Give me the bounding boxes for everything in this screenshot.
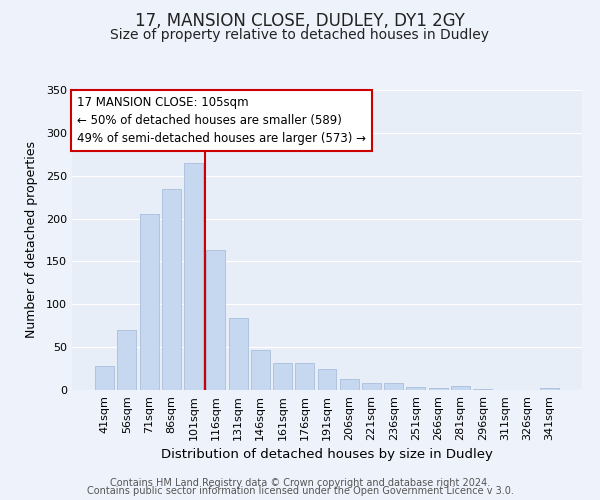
- Bar: [229, 318, 248, 390]
- Bar: [140, 214, 158, 390]
- Bar: [95, 366, 114, 390]
- Bar: [451, 386, 470, 390]
- Text: 17 MANSION CLOSE: 105sqm
← 50% of detached houses are smaller (589)
49% of semi-: 17 MANSION CLOSE: 105sqm ← 50% of detach…: [77, 96, 366, 145]
- Bar: [118, 330, 136, 390]
- Bar: [384, 383, 403, 390]
- Bar: [540, 388, 559, 390]
- Y-axis label: Number of detached properties: Number of detached properties: [25, 142, 38, 338]
- Bar: [473, 389, 492, 390]
- X-axis label: Distribution of detached houses by size in Dudley: Distribution of detached houses by size …: [161, 448, 493, 461]
- Text: 17, MANSION CLOSE, DUDLEY, DY1 2GY: 17, MANSION CLOSE, DUDLEY, DY1 2GY: [135, 12, 465, 30]
- Bar: [162, 190, 181, 390]
- Bar: [184, 163, 203, 390]
- Text: Contains public sector information licensed under the Open Government Licence v : Contains public sector information licen…: [86, 486, 514, 496]
- Bar: [251, 350, 270, 390]
- Bar: [317, 368, 337, 390]
- Bar: [406, 386, 425, 390]
- Text: Contains HM Land Registry data © Crown copyright and database right 2024.: Contains HM Land Registry data © Crown c…: [110, 478, 490, 488]
- Text: Size of property relative to detached houses in Dudley: Size of property relative to detached ho…: [110, 28, 490, 42]
- Bar: [429, 388, 448, 390]
- Bar: [206, 250, 225, 390]
- Bar: [273, 364, 292, 390]
- Bar: [362, 383, 381, 390]
- Bar: [295, 364, 314, 390]
- Bar: [340, 379, 359, 390]
